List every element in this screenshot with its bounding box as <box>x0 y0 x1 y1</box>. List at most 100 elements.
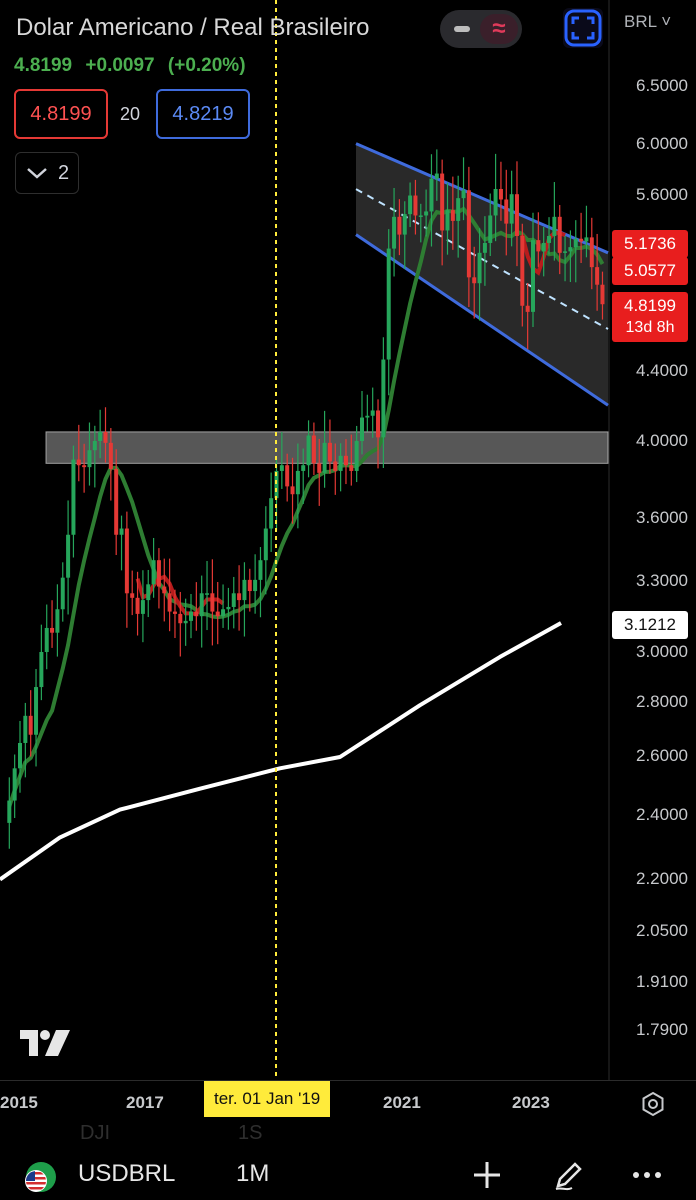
candle-up <box>424 211 429 216</box>
candle-up <box>456 198 461 221</box>
currency-label: BRL <box>624 12 657 31</box>
candle-up <box>55 609 60 633</box>
candle-up <box>541 242 546 252</box>
price-tick: 3.3000 <box>636 571 688 590</box>
bottom-toolbar: DJI 1S USDBRL 1M <box>0 1122 696 1200</box>
candle-up <box>531 240 535 312</box>
indicators-count: 2 <box>58 161 70 184</box>
chart-mode-toggle[interactable]: ≈ <box>440 10 522 48</box>
more-icon[interactable] <box>630 1158 664 1192</box>
crosshair-date-label: ter. 01 Jan '19 <box>204 1081 331 1117</box>
candle-up <box>66 534 71 578</box>
symbol-button[interactable]: USDBRL <box>78 1160 176 1187</box>
candle-down <box>103 431 108 443</box>
price-tick: 6.5000 <box>636 76 688 95</box>
price-change-pct: (+0.20%) <box>167 55 246 76</box>
fullscreen-icon <box>564 9 602 47</box>
quote-line: 4.8199 +0.0097 (+0.20%) <box>14 55 254 77</box>
ma-slow-line <box>0 621 562 882</box>
candle-down <box>557 216 562 253</box>
price-chart[interactable] <box>0 0 696 1080</box>
candle-down <box>82 465 87 468</box>
candle-up <box>226 606 231 610</box>
candle-down <box>114 469 119 535</box>
price-tick: 4.4000 <box>636 361 688 380</box>
time-axis[interactable]: 2015 2017 ter. 01 Jan '19 2021 2023 <box>0 1080 696 1126</box>
candle-down <box>124 528 129 594</box>
channel-median-line <box>355 188 609 330</box>
candle-down <box>194 611 199 617</box>
currency-selector[interactable]: BRL ˅ <box>624 12 671 32</box>
price-tick: 3.6000 <box>636 508 688 527</box>
candle-up <box>402 214 407 235</box>
chevron-down-icon: ˅ <box>661 12 672 31</box>
candle-down <box>600 284 605 305</box>
candle-up <box>140 600 145 614</box>
candle-up <box>445 210 450 231</box>
candle-up <box>418 215 423 217</box>
support-zone <box>45 431 609 464</box>
candle-up <box>39 652 44 688</box>
candle-up <box>189 611 193 621</box>
candle-up <box>205 593 210 595</box>
indicators-toggle[interactable]: 2 <box>15 152 79 194</box>
candle-up <box>221 609 226 617</box>
gear-icon[interactable] <box>640 1091 666 1117</box>
us-flag-icon[interactable] <box>24 1160 58 1194</box>
interval-button[interactable]: 1M <box>236 1160 270 1187</box>
candle-up <box>370 410 375 416</box>
candle-up <box>71 459 76 535</box>
candle-down <box>589 237 594 268</box>
candle-down <box>333 461 338 471</box>
candle-down <box>498 188 503 200</box>
candle-up <box>381 359 386 438</box>
candle-up <box>12 768 17 801</box>
plus-icon[interactable] <box>470 1158 504 1192</box>
candle-up <box>482 242 487 253</box>
candle-down <box>520 235 525 306</box>
candle-down <box>413 195 418 216</box>
candle-up <box>434 173 439 179</box>
candle-up <box>365 415 370 418</box>
candle-up <box>183 620 188 624</box>
candle-up <box>60 577 65 610</box>
wave-icon[interactable]: ≈ <box>480 14 518 44</box>
candle-up <box>568 247 573 252</box>
buy-price-button[interactable]: 4.8219 <box>156 89 250 139</box>
candle-down <box>135 597 140 614</box>
minus-icon[interactable] <box>444 14 480 44</box>
candle-down <box>108 442 113 470</box>
price-tick: 2.4000 <box>636 805 688 824</box>
candle-down <box>156 560 161 587</box>
symbol-title: Dolar Americano / Real Brasileiro <box>16 14 370 41</box>
candle-down <box>349 465 354 471</box>
candle-up <box>274 470 279 499</box>
fullscreen-button[interactable] <box>563 8 603 48</box>
candle-up <box>151 560 156 585</box>
candle-up <box>253 579 258 592</box>
candle-up <box>34 687 39 735</box>
sell-price-button[interactable]: 4.8199 <box>14 89 108 139</box>
candle-up <box>584 237 589 242</box>
candle-down <box>397 216 402 235</box>
last-price-tag: 4.8199 13d 8h <box>612 292 688 342</box>
candle-up <box>322 442 327 473</box>
channel-upper-line <box>355 142 609 255</box>
candle-down <box>178 613 183 624</box>
candle-up <box>429 178 434 212</box>
candle-down <box>536 240 541 252</box>
candle-up <box>493 188 498 216</box>
price-tick: 1.9100 <box>636 972 688 991</box>
candle-down <box>514 194 519 236</box>
candle-up <box>242 579 247 601</box>
candle-down <box>504 199 509 224</box>
candle-down <box>450 210 455 221</box>
candle-up <box>563 251 568 253</box>
candle-up <box>360 417 364 441</box>
pencil-icon[interactable] <box>552 1158 586 1192</box>
candle-down <box>343 455 348 466</box>
candle-up <box>461 190 466 199</box>
time-tick: 2015 <box>0 1093 38 1112</box>
channel-fill <box>356 143 608 406</box>
candle-up <box>231 593 236 607</box>
